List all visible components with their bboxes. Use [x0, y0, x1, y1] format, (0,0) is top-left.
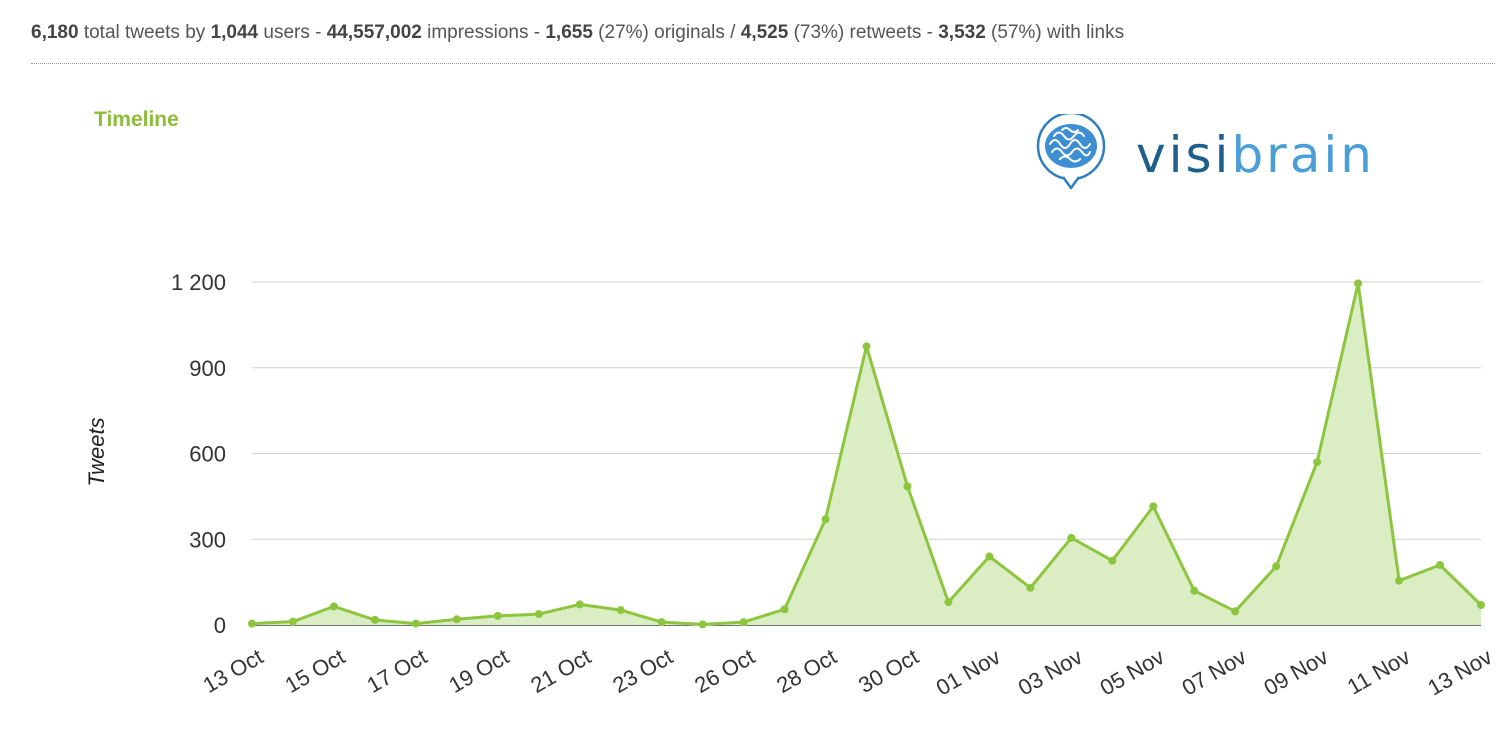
summary-text: users - — [258, 22, 327, 43]
brain-speech-bubble-icon — [1036, 114, 1106, 190]
summary-text: (27%) originals / — [592, 22, 741, 43]
series-area — [252, 283, 1481, 625]
data-point — [862, 342, 871, 351]
data-point — [821, 515, 830, 524]
summary-stats: 6,180 total tweets by 1,044 users - 44,5… — [31, 22, 1124, 44]
total-tweets-count: 6,180 — [31, 22, 79, 43]
x-tick-label: 17 Oct — [363, 644, 432, 698]
x-tick-label: 01 Nov — [932, 644, 1005, 701]
data-point — [1313, 458, 1322, 467]
x-tick-label: 28 Oct — [772, 644, 841, 698]
links-count: 3,532 — [938, 22, 986, 43]
y-tick-label: 600 — [189, 442, 226, 467]
x-tick-label: 05 Nov — [1096, 644, 1169, 701]
y-axis-ticks: 0 300 600 900 1 200 — [171, 270, 226, 638]
divider — [31, 63, 1495, 64]
impressions-count: 44,557,002 — [326, 22, 422, 43]
data-point — [534, 610, 543, 619]
visibrain-logo: visibrain — [1036, 114, 1375, 190]
data-point — [1108, 556, 1117, 565]
y-tick-label: 300 — [189, 527, 226, 552]
data-point — [1354, 279, 1363, 288]
data-point — [698, 620, 707, 629]
data-point — [288, 617, 297, 626]
data-point — [944, 598, 953, 607]
x-tick-label: 30 Oct — [854, 644, 923, 698]
originals-count: 1,655 — [545, 22, 593, 43]
data-point — [739, 618, 748, 627]
y-tick-label: 900 — [189, 356, 226, 381]
data-point — [657, 618, 666, 627]
retweets-count: 4,525 — [740, 22, 789, 43]
data-point — [616, 606, 625, 615]
x-tick-label: 09 Nov — [1260, 644, 1333, 701]
x-tick-label: 26 Oct — [690, 644, 759, 698]
data-point — [329, 602, 338, 611]
summary-text: impressions - — [421, 22, 546, 43]
data-point — [1477, 600, 1485, 609]
x-tick-label: 15 Oct — [281, 644, 350, 698]
x-tick-label: 21 Oct — [526, 644, 595, 698]
data-point — [1190, 586, 1199, 595]
data-point — [248, 619, 256, 628]
x-axis-ticks: 13 Oct 15 Oct 17 Oct 19 Oct 21 Oct 23 Oct 26 O… — [199, 644, 1496, 701]
users-count: 1,044 — [210, 22, 259, 43]
logo-text-light: brain — [1231, 126, 1375, 184]
logo-text-dark: visi — [1136, 126, 1231, 184]
summary-text: (73%) retweets - — [788, 22, 939, 43]
data-point — [411, 619, 420, 628]
data-point — [1026, 583, 1035, 592]
data-point — [575, 600, 584, 609]
x-tick-label: 13 Oct — [199, 644, 268, 698]
data-point — [1067, 533, 1076, 542]
x-tick-label: 23 Oct — [608, 644, 677, 698]
data-point — [780, 605, 789, 614]
summary-text: total tweets by — [78, 22, 211, 43]
data-point — [1149, 502, 1158, 511]
y-tick-label: 0 — [214, 613, 226, 638]
data-point — [1436, 560, 1445, 569]
section-title: Timeline — [94, 108, 179, 131]
data-point — [1395, 576, 1404, 585]
x-tick-label: 07 Nov — [1178, 644, 1251, 701]
x-tick-label: 13 Nov — [1423, 644, 1496, 701]
x-tick-label: 11 Nov — [1343, 644, 1414, 700]
series — [248, 279, 1485, 629]
data-point — [452, 615, 461, 624]
summary-text: (57%) with links — [985, 22, 1125, 43]
data-point — [1272, 562, 1281, 571]
data-point — [985, 552, 994, 561]
y-axis-label: Tweets — [84, 417, 109, 486]
data-point — [493, 611, 502, 620]
svg-text:visibrain: visibrain — [1136, 126, 1375, 184]
data-point — [903, 482, 912, 491]
x-tick-label: 19 Oct — [444, 644, 513, 698]
data-point — [1231, 607, 1240, 616]
x-tick-label: 03 Nov — [1014, 644, 1087, 701]
y-tick-label: 1 200 — [171, 270, 226, 295]
data-point — [370, 615, 379, 624]
